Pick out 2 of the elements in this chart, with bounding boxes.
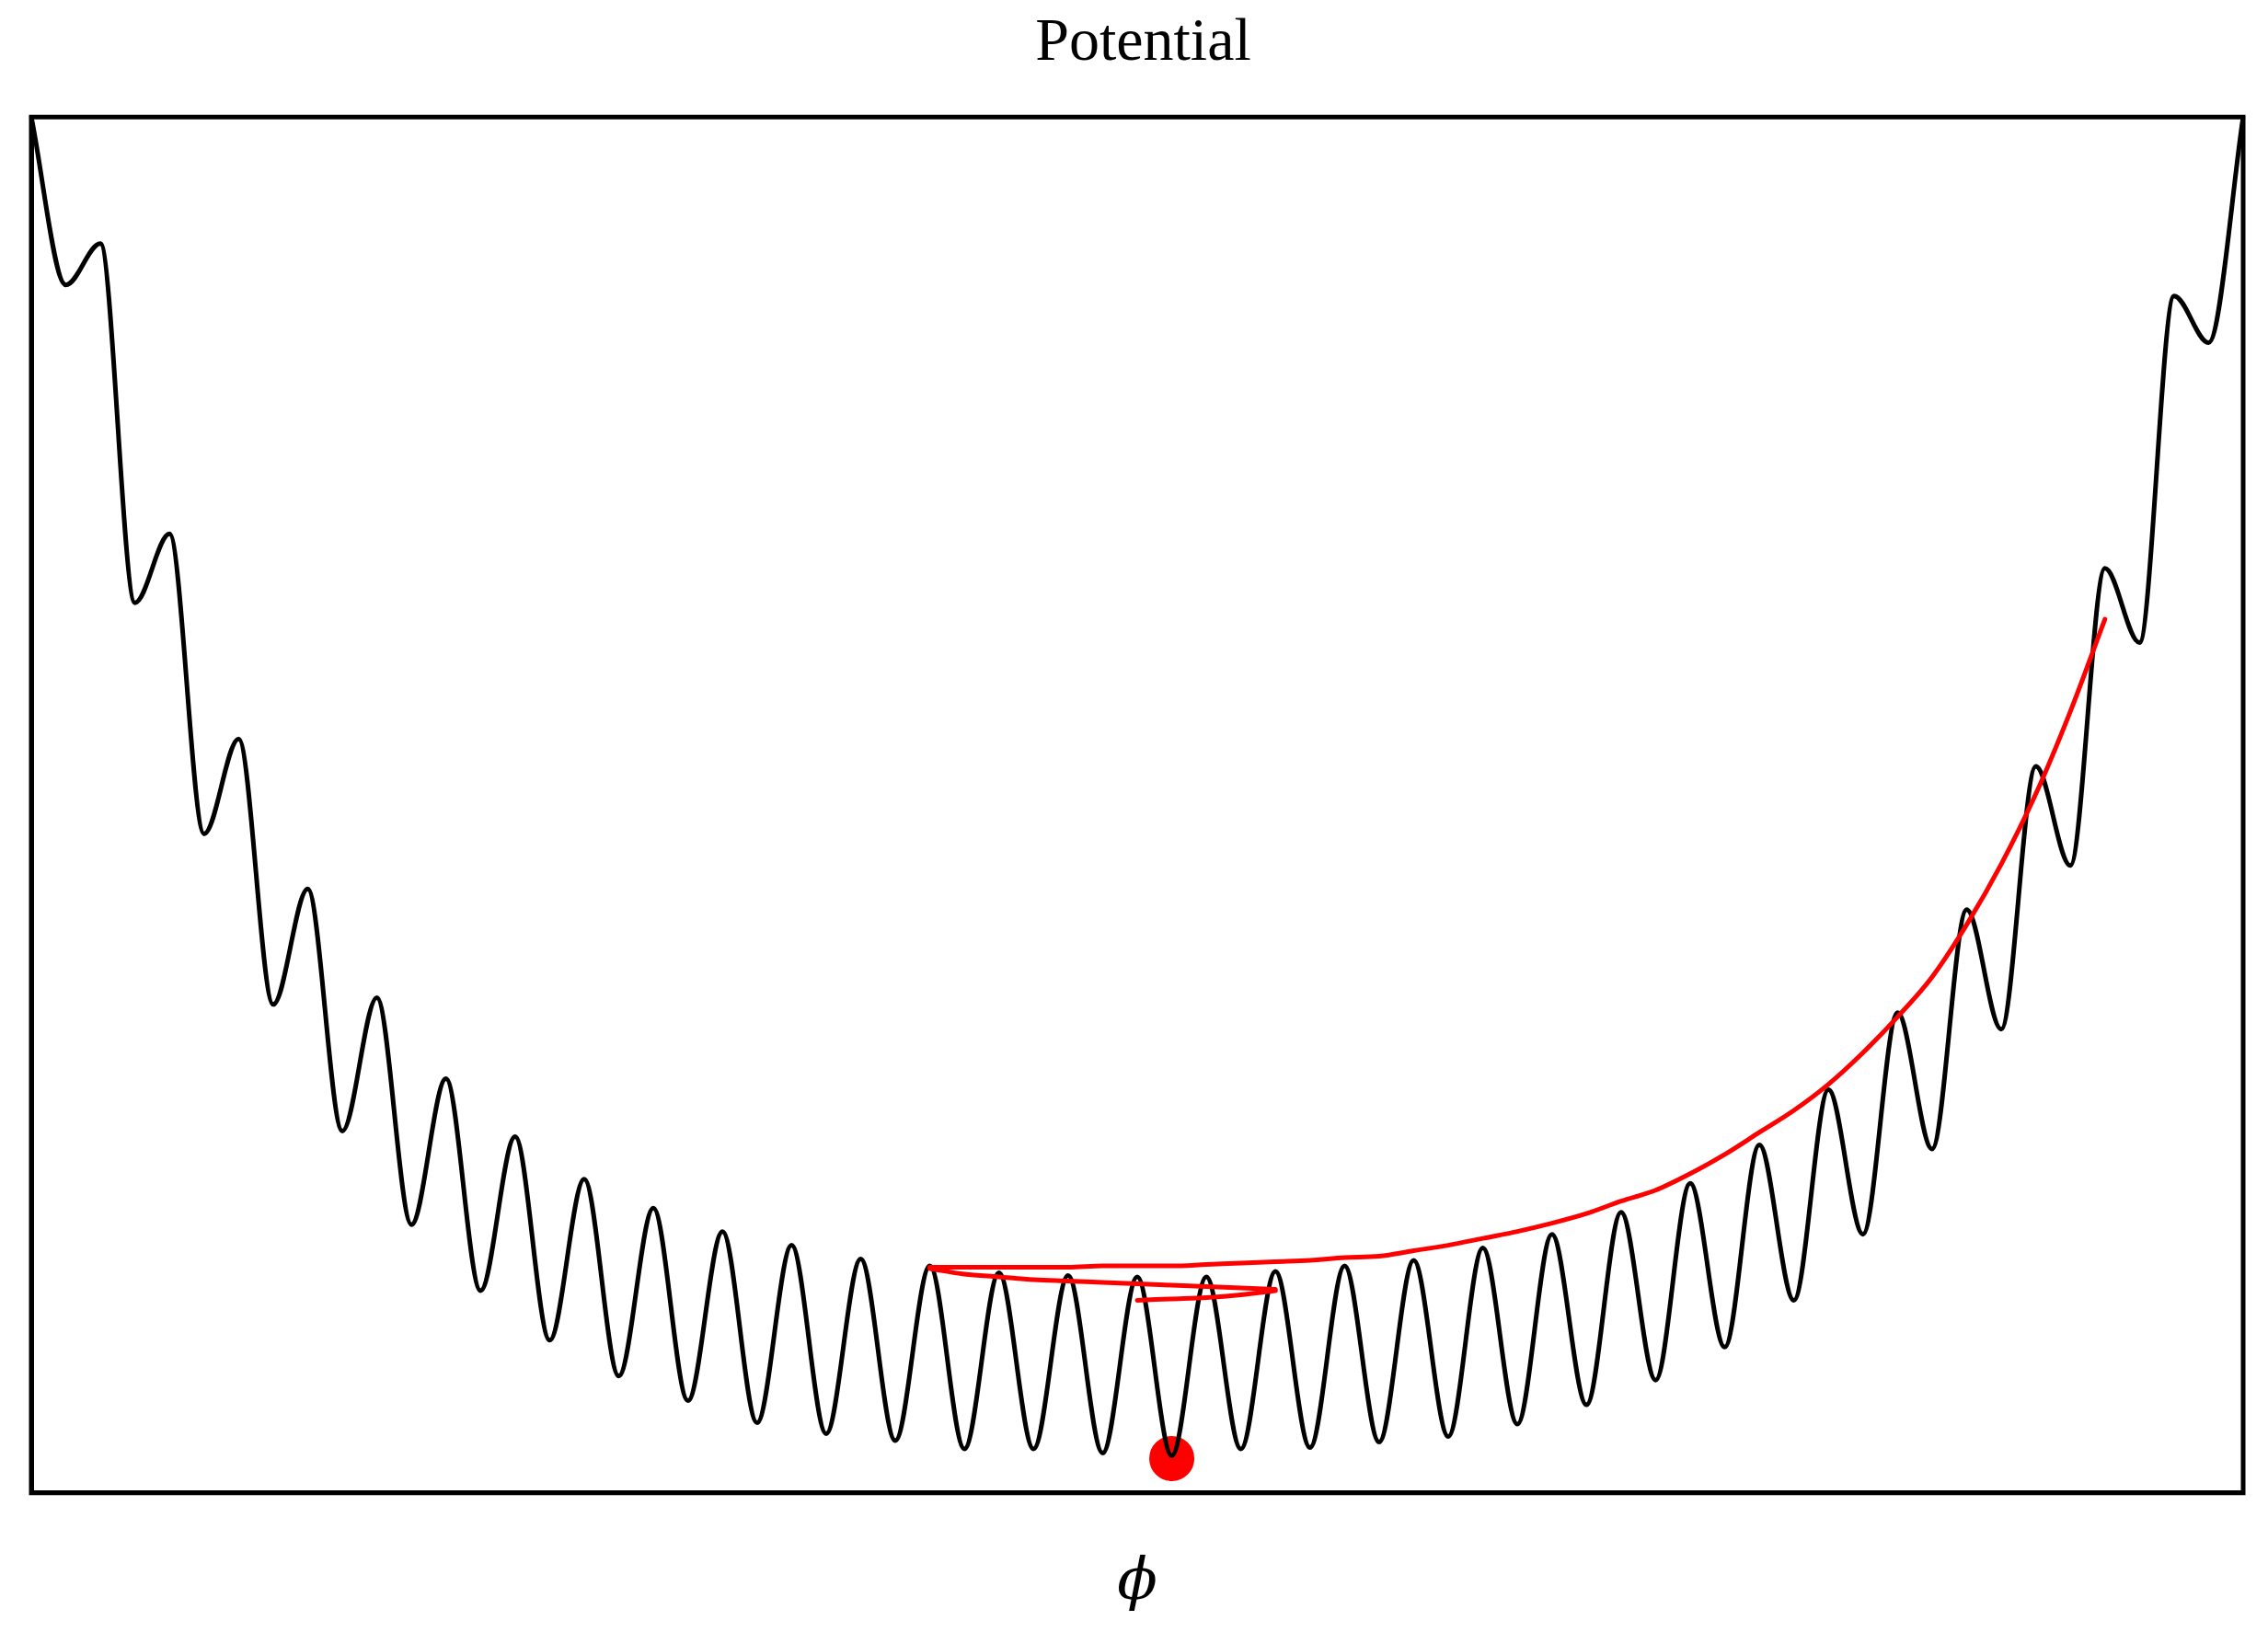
x-axis-title: ϕ (1117, 1545, 1157, 1614)
chart-title: Potential (1035, 5, 1251, 73)
